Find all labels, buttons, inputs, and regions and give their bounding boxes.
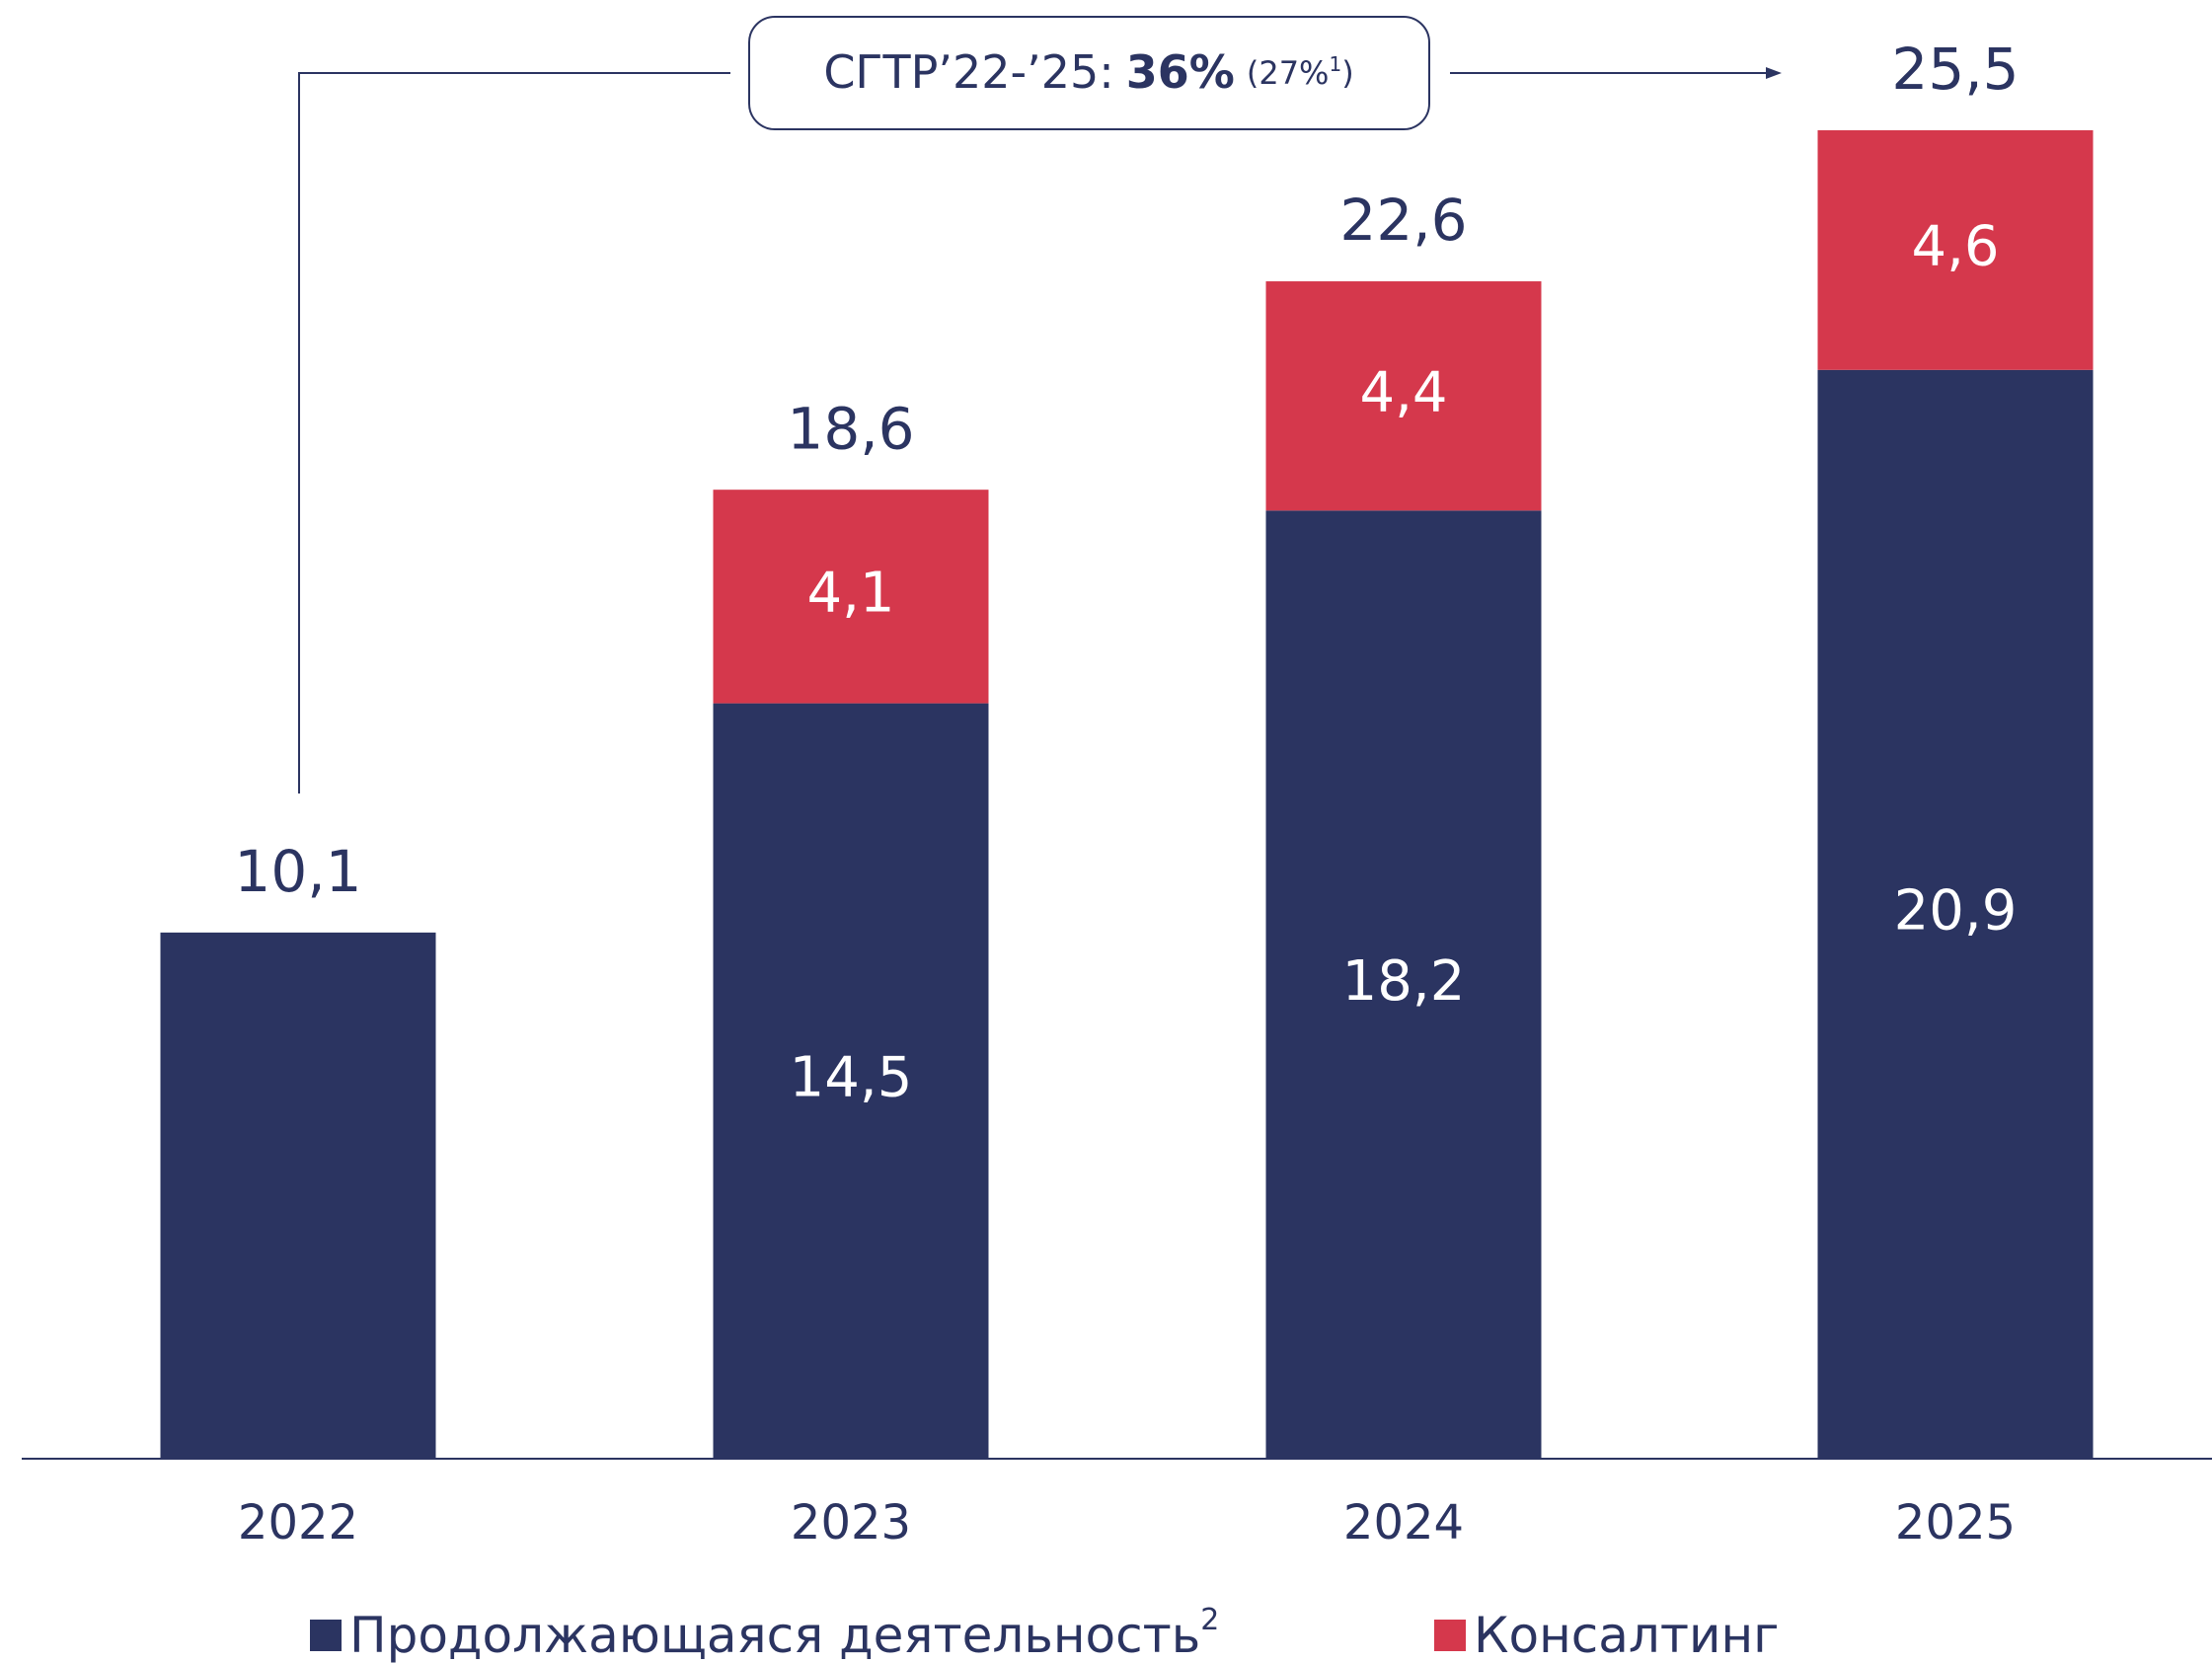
- bar-segment: [1265, 510, 1542, 1459]
- bar-segment: [1817, 369, 2094, 1459]
- legend-superscript: 2: [1200, 1603, 1219, 1637]
- bar-segment: [1817, 129, 2094, 370]
- bar-segment: [713, 490, 989, 704]
- value-label: 4,4: [1359, 360, 1447, 424]
- annotation-label: СГТР’22-’25:: [823, 45, 1113, 99]
- legend-swatch: [310, 1620, 342, 1651]
- x-tick-label: 2023: [791, 1495, 911, 1550]
- annotation-sup: 1: [1329, 52, 1341, 76]
- value-label: 4,1: [806, 562, 894, 626]
- bar-segment: [160, 932, 436, 1459]
- legend-name: Консалтинг: [1474, 1607, 1779, 1663]
- total-label: 10,1: [234, 838, 361, 905]
- annotation: СГТР’22-’25: 36% (27%1): [823, 45, 1353, 99]
- value-label: 4,6: [1911, 215, 1999, 279]
- legend-label: Консалтинг: [1474, 1607, 1779, 1663]
- arrow-head: [1766, 67, 1782, 79]
- annotation-note: (27%: [1247, 54, 1330, 92]
- bar-segment: [1265, 281, 1542, 511]
- value-label: 18,2: [1342, 949, 1466, 1014]
- x-tick-label: 2025: [1895, 1495, 2016, 1550]
- x-tick-label: 2022: [238, 1495, 358, 1550]
- legend-name: Продолжающаяся деятельность: [349, 1607, 1200, 1663]
- x-tick-label: 2024: [1343, 1495, 1464, 1550]
- total-label: 22,6: [1339, 187, 1467, 254]
- bar-segment: [713, 703, 989, 1459]
- total-label: 25,5: [1891, 36, 2019, 103]
- legend-swatch: [1434, 1620, 1466, 1651]
- total-label: 18,6: [787, 395, 914, 462]
- annotation-box: [748, 16, 1430, 130]
- annotation-line: [298, 72, 730, 794]
- legend-label: Продолжающаяся деятельность2: [349, 1603, 1219, 1663]
- annotation-value: 36%: [1126, 45, 1235, 99]
- value-label: 14,5: [790, 1045, 913, 1109]
- value-label: 20,9: [1894, 879, 2018, 944]
- annotation-note-end: ): [1341, 54, 1353, 92]
